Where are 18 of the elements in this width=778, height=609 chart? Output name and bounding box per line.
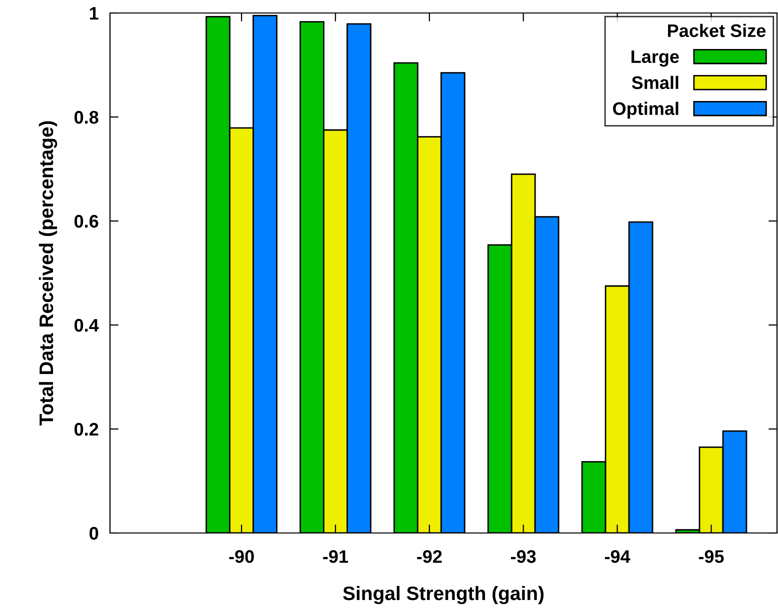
- x-tick-label: -94: [604, 550, 630, 563]
- x-axis-title: Singal Strength (gain): [343, 586, 544, 604]
- legend-label: Large: [632, 50, 679, 67]
- y-tick-label: 0.6: [74, 214, 98, 228]
- y-tick-label: 0.8: [74, 110, 98, 124]
- x-tick-label: -91: [323, 550, 348, 563]
- y-tick-label: 0.4: [74, 318, 99, 332]
- y-tick-label: 1: [90, 7, 98, 20]
- legend-title: Packet Size: [668, 24, 766, 38]
- x-tick-label: -93: [511, 550, 536, 563]
- x-tick-label: -92: [417, 550, 442, 563]
- x-tick-label: -90: [229, 550, 254, 563]
- y-tick-label: 0.2: [74, 422, 98, 436]
- y-axis-title: Total Data Received (percentage): [38, 121, 58, 426]
- legend-label: Optimal: [613, 102, 678, 119]
- y-tick-label: 0: [90, 526, 98, 540]
- legend-label: Small: [632, 76, 678, 90]
- x-tick-label: -95: [698, 550, 724, 563]
